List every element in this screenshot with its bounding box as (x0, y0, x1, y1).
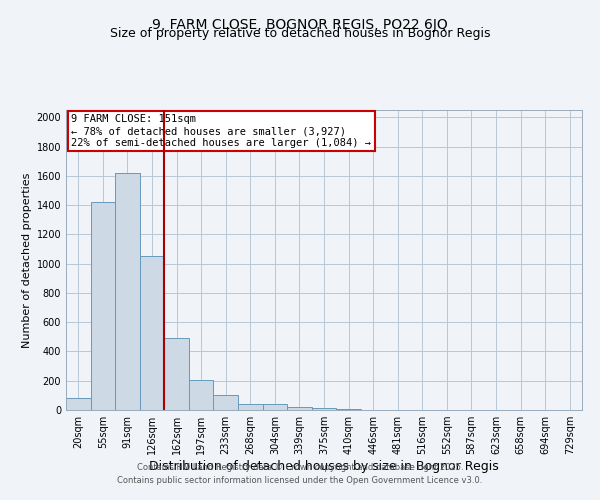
Bar (287, 407, 312, 410)
Text: Size of property relative to detached houses in Bognor Regis: Size of property relative to detached ho… (110, 28, 490, 40)
Bar (312, 408, 336, 410)
Bar (263, 404, 287, 410)
Text: 9, FARM CLOSE, BOGNOR REGIS, PO22 6JQ: 9, FARM CLOSE, BOGNOR REGIS, PO22 6JQ (152, 18, 448, 32)
Bar (140, 256, 164, 410)
Text: Contains public sector information licensed under the Open Government Licence v3: Contains public sector information licen… (118, 476, 482, 485)
Bar (91, 202, 115, 410)
Y-axis label: Number of detached properties: Number of detached properties (22, 172, 32, 348)
Bar (115, 173, 140, 410)
Bar (238, 404, 263, 410)
Bar (66, 398, 91, 410)
Bar (336, 408, 361, 410)
Text: 9 FARM CLOSE: 151sqm
← 78% of detached houses are smaller (3,927)
22% of semi-de: 9 FARM CLOSE: 151sqm ← 78% of detached h… (71, 114, 371, 148)
Bar (164, 338, 189, 410)
X-axis label: Distribution of detached houses by size in Bognor Regis: Distribution of detached houses by size … (149, 460, 499, 473)
Bar (214, 394, 238, 410)
Bar (189, 380, 214, 410)
Text: Contains HM Land Registry data © Crown copyright and database right 2025.: Contains HM Land Registry data © Crown c… (137, 464, 463, 472)
